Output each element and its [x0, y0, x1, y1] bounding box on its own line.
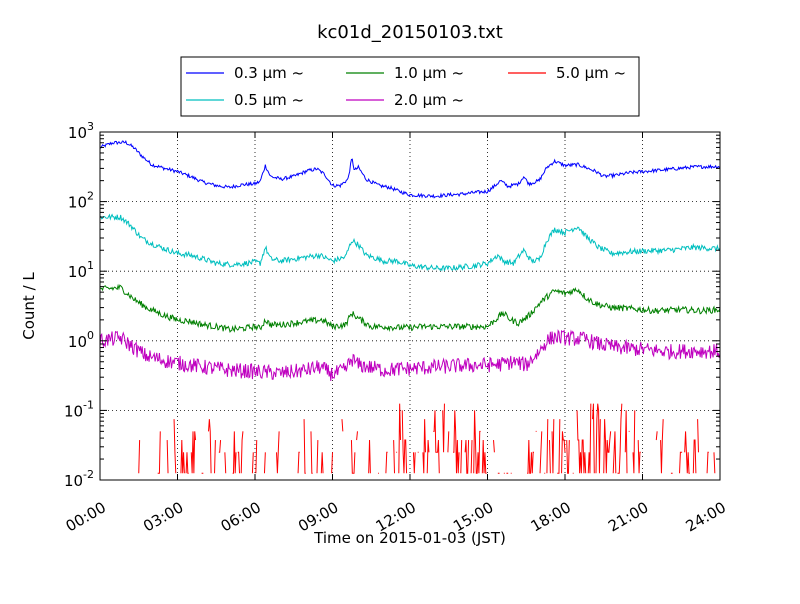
series-line — [139, 404, 720, 474]
y-tick-label: 10-1 — [64, 398, 94, 420]
legend-box — [180, 56, 640, 117]
series-line — [100, 140, 720, 199]
x-tick-label: 18:00 — [528, 498, 574, 535]
axis-ticks — [99, 131, 721, 481]
grid-lines — [100, 132, 720, 480]
series-line — [100, 329, 720, 381]
x-tick-label: 03:00 — [140, 498, 186, 535]
legend-entry-label: 1.0 μm ~ — [394, 64, 464, 82]
x-tick-label: 21:00 — [605, 498, 651, 535]
y-axis-label: Count / L — [20, 272, 38, 340]
series-line — [100, 283, 720, 333]
y-tick-label: 102 — [68, 190, 94, 212]
y-tick-label: 101 — [68, 259, 94, 281]
legend-entry-label: 2.0 μm ~ — [394, 91, 464, 109]
y-tick-label: 10-2 — [64, 468, 94, 490]
legend-entry-label: 5.0 μm ~ — [556, 64, 626, 82]
chart-title: kc01d_20150103.txt — [317, 22, 503, 43]
x-tick-label: 24:00 — [683, 498, 729, 535]
y-tick-label: 100 — [68, 329, 94, 351]
x-tick-label: 06:00 — [218, 498, 264, 535]
y-tick-labels: 10-2 10-1 100 101 102 103 — [64, 120, 94, 490]
series-layer — [100, 140, 720, 474]
legend: 0.3 μm ~ 0.5 μm ~ 1.0 μm ~ 2.0 μm ~ 5.0 μm ~ — [180, 56, 640, 117]
series-line — [100, 213, 720, 272]
y-tick-label: 103 — [68, 120, 94, 142]
x-axis-label: Time on 2015-01-03 (JST) — [313, 529, 506, 547]
legend-entry-label: 0.5 μm ~ — [234, 91, 304, 109]
legend-entry-label: 0.3 μm ~ — [234, 64, 304, 82]
x-tick-label: 00:00 — [63, 498, 109, 535]
